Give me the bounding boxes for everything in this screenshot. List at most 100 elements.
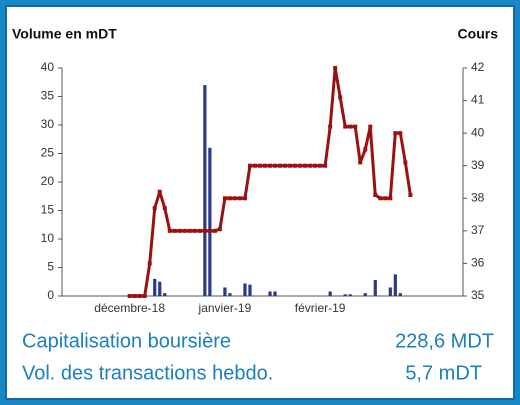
price-marker xyxy=(318,163,323,168)
info-label: Capitalisation boursière xyxy=(22,330,231,352)
price-marker xyxy=(378,196,383,201)
price-marker xyxy=(308,163,313,168)
price-marker xyxy=(273,163,278,168)
price-marker xyxy=(172,228,177,233)
y-tick-label: 30 xyxy=(41,117,55,131)
bar xyxy=(363,293,367,296)
price-marker xyxy=(217,227,222,232)
y-tick-label: 5 xyxy=(47,260,54,274)
price-marker xyxy=(398,131,403,136)
price-marker xyxy=(383,196,388,201)
bar xyxy=(268,291,272,296)
price-marker xyxy=(348,124,353,129)
price-marker xyxy=(353,124,358,129)
price-marker xyxy=(127,294,132,298)
y-tick-label: 15 xyxy=(41,203,55,217)
info-label: Vol. des transactions hebdo. xyxy=(22,362,273,384)
info-value: 228,6 MDT xyxy=(395,330,494,352)
price-marker xyxy=(373,193,378,198)
price-marker xyxy=(263,163,268,168)
bar xyxy=(398,293,402,296)
y2-tick-label: 40 xyxy=(471,125,485,139)
y2-tick-label: 41 xyxy=(471,93,485,107)
bar xyxy=(328,291,332,296)
bar xyxy=(158,281,162,296)
price-marker xyxy=(222,196,227,201)
price-marker xyxy=(343,124,348,129)
bar xyxy=(163,293,167,296)
price-marker xyxy=(152,206,157,211)
bar xyxy=(273,291,277,296)
bar xyxy=(153,278,157,296)
price-marker xyxy=(242,196,247,201)
y-axis-label: Volume en mDT xyxy=(12,26,117,42)
y2-tick-label: 36 xyxy=(471,256,485,270)
y2-axis-label: Cours xyxy=(458,26,499,42)
price-marker xyxy=(147,261,152,266)
price-marker xyxy=(278,163,283,168)
price-marker xyxy=(157,189,162,194)
price-marker xyxy=(268,163,273,168)
price-marker xyxy=(207,228,212,233)
bar xyxy=(208,147,212,296)
price-marker xyxy=(142,294,147,298)
price-marker xyxy=(333,66,338,70)
price-marker xyxy=(313,163,318,168)
price-marker xyxy=(137,294,142,298)
x-tick-label: janvier-19 xyxy=(198,301,252,315)
bar xyxy=(223,287,227,296)
y2-tick-label: 35 xyxy=(471,288,485,302)
y2-tick-label: 38 xyxy=(471,190,485,204)
y2-tick-label: 42 xyxy=(471,60,485,74)
x-tick-label: février-19 xyxy=(295,301,346,315)
price-marker xyxy=(403,160,408,165)
x-tick-label: décembre-18 xyxy=(94,301,165,315)
price-marker xyxy=(257,163,262,168)
price-marker xyxy=(358,160,363,165)
bar xyxy=(348,294,352,296)
bar xyxy=(203,85,207,296)
price-marker xyxy=(328,124,333,129)
price-marker xyxy=(132,294,137,298)
bar xyxy=(228,293,232,296)
price-marker xyxy=(368,124,373,129)
price-marker xyxy=(298,163,303,168)
price-marker xyxy=(252,163,257,168)
price-marker xyxy=(212,228,217,233)
price-marker xyxy=(192,228,197,233)
price-marker xyxy=(162,206,167,211)
y2-tick-label: 37 xyxy=(471,223,485,237)
panel xyxy=(5,5,515,400)
y-tick-label: 20 xyxy=(41,174,55,188)
price-line xyxy=(129,66,412,298)
price-marker xyxy=(237,196,242,201)
y2-tick-label: 39 xyxy=(471,158,485,172)
price-marker xyxy=(227,196,232,201)
bar xyxy=(393,274,397,296)
bar xyxy=(373,280,377,296)
price-marker xyxy=(247,163,252,168)
price-marker xyxy=(187,228,192,233)
price-marker xyxy=(283,163,288,168)
price-marker xyxy=(338,95,343,100)
bar xyxy=(248,284,252,296)
price-marker xyxy=(363,147,368,152)
price-marker xyxy=(388,196,393,201)
bar xyxy=(388,287,392,296)
price-marker xyxy=(197,228,202,233)
price-marker xyxy=(182,228,187,233)
y-tick-label: 35 xyxy=(41,89,55,103)
price-marker xyxy=(293,163,298,168)
price-marker xyxy=(232,196,237,201)
price-marker xyxy=(323,163,328,168)
bar xyxy=(343,294,347,296)
y-tick-label: 40 xyxy=(41,60,55,74)
price-marker xyxy=(408,193,413,198)
price-marker xyxy=(167,228,172,233)
y-tick-label: 10 xyxy=(41,231,55,245)
bar xyxy=(243,283,247,296)
price-marker xyxy=(303,163,308,168)
y-tick-label: 25 xyxy=(41,146,55,160)
price-marker xyxy=(202,228,207,233)
